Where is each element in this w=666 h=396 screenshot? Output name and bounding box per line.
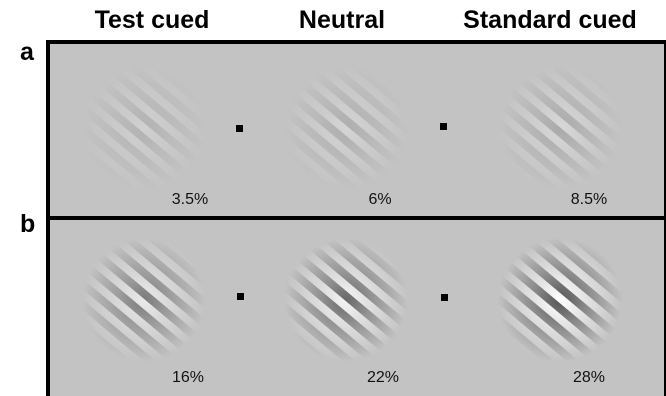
- gabor-patch-b-neutral: [276, 230, 416, 370]
- row-label-b: b: [20, 210, 36, 238]
- fixation-point-a-right: [440, 123, 447, 130]
- row-label-a: a: [20, 38, 34, 66]
- header-test-cued: Test cued: [94, 6, 210, 34]
- gabor-patch-b-standard: [490, 230, 630, 370]
- contrast-label-b-neutral: 22%: [366, 369, 400, 386]
- fixation-point-a-left: [236, 125, 243, 132]
- contrast-label-b-test: 16%: [171, 369, 205, 386]
- fixation-point-b-right: [441, 294, 448, 301]
- panel-b-stimuli: [74, 230, 630, 370]
- gabor-patch-a-standard: [490, 58, 630, 198]
- contrast-label-a-test: 3.5%: [171, 191, 209, 208]
- gabor-patch-b-test: [74, 230, 214, 370]
- gabor-patch-a-test: [74, 58, 214, 198]
- contrast-label-b-standard: 28%: [572, 369, 606, 386]
- panel-a-stimuli: [74, 58, 630, 198]
- gabor-patch-a-neutral: [276, 58, 416, 198]
- fixation-point-b-left: [237, 293, 244, 300]
- header-standard-cued: Standard cued: [463, 6, 637, 34]
- panel-a: [46, 40, 666, 220]
- contrast-label-a-standard: 8.5%: [570, 191, 608, 208]
- contrast-label-a-neutral: 6%: [368, 191, 392, 208]
- header-neutral: Neutral: [298, 6, 386, 34]
- panel-b: [46, 216, 666, 396]
